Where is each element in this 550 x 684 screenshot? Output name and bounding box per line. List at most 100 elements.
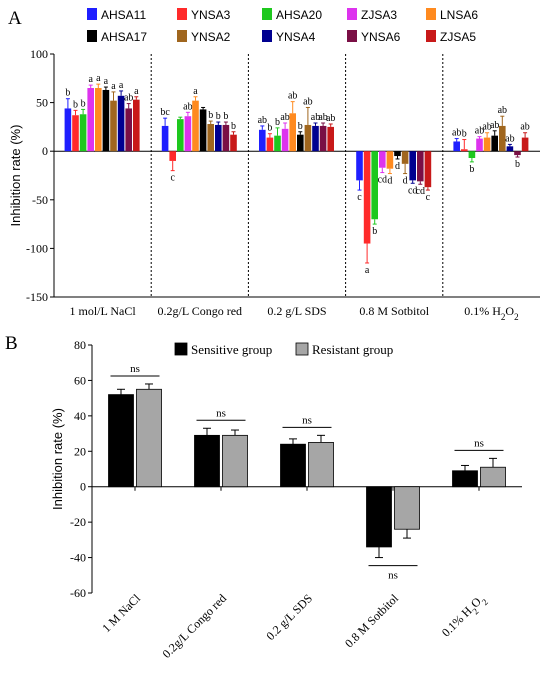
legend-label: LNSA6: [440, 8, 478, 22]
legend-swatch: [426, 8, 436, 20]
legend-swatch: [262, 30, 272, 42]
significance-letter: ab: [505, 133, 514, 144]
y-tick-label: 20: [74, 444, 86, 458]
y-tick-label: 80: [74, 338, 86, 352]
panel-b: B Sensitive group Resistant group 80 60 40 20 0…: [5, 333, 522, 661]
bar: [222, 124, 230, 152]
significance-letter: ab: [311, 112, 320, 123]
significance-letter: ab: [520, 122, 529, 133]
significance-letter: b: [73, 99, 78, 110]
legend-label: YNSA4: [276, 30, 316, 44]
bar: [371, 151, 378, 220]
x-tick-label: 0.2 g/L SDS: [267, 304, 326, 318]
y-tick-label: -60: [70, 586, 86, 600]
bar: [169, 151, 176, 161]
significance-letter: b: [372, 226, 377, 237]
bar: [386, 151, 394, 169]
bar: [110, 100, 117, 152]
significance-letter: d: [403, 176, 408, 187]
significance-letter: c: [357, 192, 362, 203]
legend-swatch: [87, 30, 97, 42]
bar: [461, 149, 468, 152]
significance-letter: cd: [408, 185, 417, 196]
significance-letter: ab: [498, 105, 507, 116]
significance-letter: ab: [490, 120, 499, 131]
bar: [499, 125, 506, 152]
y-tick-label: -40: [70, 551, 86, 565]
significance-letter: ab: [183, 101, 192, 112]
significance-letter: ab: [318, 112, 327, 123]
bar: [79, 114, 87, 152]
bar: [312, 125, 319, 152]
bar: [366, 486, 392, 548]
significance-letter: c: [426, 192, 431, 203]
legend-swatch: [347, 8, 357, 20]
significance-letter: c: [170, 173, 175, 184]
y-tick-label: 60: [74, 373, 86, 387]
bar: [480, 466, 506, 488]
significance-letter: a: [119, 80, 124, 91]
x-tick-label: 0.2g/L Congo red: [159, 591, 229, 661]
significance-letter: d: [387, 176, 392, 187]
bar: [297, 134, 304, 152]
bar: [394, 151, 401, 157]
significance-label: ns: [216, 407, 226, 419]
y-axis-label: Inhibition rate (%): [8, 125, 23, 227]
significance-letter: cd: [416, 186, 425, 197]
bar: [274, 135, 281, 152]
significance-letter: b: [65, 88, 70, 99]
y-tick-label: 100: [30, 47, 48, 61]
y-tick-label: 50: [36, 96, 48, 110]
y-tick-label: -100: [26, 241, 48, 255]
bar: [468, 151, 476, 159]
significance-label: ns: [130, 363, 140, 375]
bar: [222, 434, 248, 488]
bar: [230, 134, 237, 152]
x-tick-label: 0.2g/L Congo red: [158, 304, 243, 318]
bar: [207, 123, 214, 152]
significance-letter: a: [104, 76, 109, 87]
bar: [177, 119, 184, 152]
bar: [308, 442, 334, 488]
bar: [319, 125, 327, 152]
bar: [289, 113, 296, 152]
significance-letter: b: [267, 123, 272, 134]
bar: [304, 124, 312, 152]
significance-letter: bc: [160, 107, 170, 118]
bar: [215, 124, 222, 152]
significance-letter: b: [469, 164, 474, 175]
bar: [483, 137, 491, 152]
legend-label: ZJSA3: [361, 8, 397, 22]
legend-swatch: [177, 8, 187, 20]
significance-letter: a: [88, 74, 93, 85]
legend-label: AHSA17: [101, 30, 147, 44]
bar: [161, 125, 169, 152]
significance-letter: ab: [124, 93, 133, 104]
bar: [280, 443, 306, 488]
bar: [117, 95, 125, 152]
legend-label: Sensitive group: [191, 342, 272, 357]
bar: [95, 88, 102, 152]
legend-label: YNSA6: [361, 30, 401, 44]
x-tick-label: 0.2 g/L SDS: [263, 591, 315, 643]
significance-letter: b: [515, 159, 520, 170]
bar: [453, 141, 460, 152]
x-tick-label: 1 M NaCl: [99, 591, 143, 635]
legend-label: AHSA11: [101, 8, 146, 22]
bar: [363, 151, 371, 244]
bar: [281, 128, 289, 152]
x-tick-label: 1 mol/L NaCl: [69, 304, 136, 318]
significance-letter: a: [365, 265, 370, 276]
panel-label: B: [5, 333, 18, 354]
significance-label: ns: [388, 570, 398, 582]
significance-letter: d: [395, 161, 400, 172]
significance-letter: a: [96, 73, 101, 84]
y-tick-label: -20: [70, 515, 86, 529]
significance-letter: b: [462, 129, 467, 140]
y-axis-label: Inhibition rate (%): [50, 408, 65, 510]
significance-letter: b: [223, 111, 228, 122]
significance-letter: ab: [288, 91, 297, 102]
significance-letter: b: [208, 110, 213, 121]
bar: [417, 151, 424, 182]
